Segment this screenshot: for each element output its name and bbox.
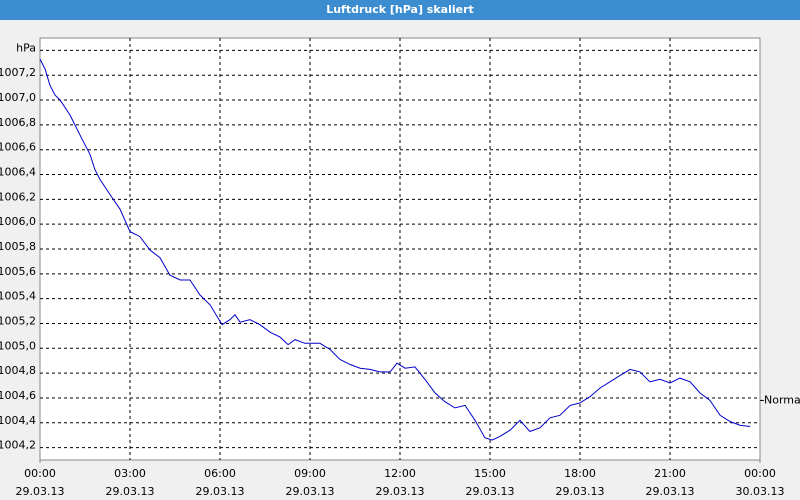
x-tick-label-line: 12:00 [384,467,416,480]
annotation: Normal [764,393,800,406]
y-tick-label: 1006,2 [0,190,36,203]
x-tick-label: 21:00 29.03.13 [646,467,695,498]
y-tick-label: 1004,6 [0,389,36,402]
x-tick-label-line: 09:00 [294,467,326,480]
x-tick-label-line: 30.03.13 [736,485,785,498]
x-tick-label-line: 29.03.13 [376,485,425,498]
data-line [39,58,751,441]
x-tick-label-line: 18:00 [564,467,596,480]
y-tick-label: 1005,6 [0,265,36,278]
x-tick-label-line: 29.03.13 [646,485,695,498]
x-tick-label: 00:00 29.03.13 [16,467,65,498]
y-tick-label: 1004,4 [0,414,36,427]
x-tick-label: 00:00 30.03.13 [736,467,785,498]
x-tick-label-line: 21:00 [654,467,686,480]
x-tick-label-line: 06:00 [204,467,236,480]
x-tick-label: 03:00 29.03.13 [106,467,155,498]
y-tick-label: 1005,4 [0,290,36,303]
x-tick-label-line: 29.03.13 [286,485,335,498]
x-tick-label: 06:00 29.03.13 [196,467,245,498]
x-tick-label-line: 00:00 [744,467,776,480]
x-tick-label-line: 29.03.13 [106,485,155,498]
x-tick-label-line: 00:00 [24,467,56,480]
x-tick-label: 12:00 29.03.13 [376,467,425,498]
y-tick-label: 1006,8 [0,116,36,129]
x-tick-label-line: 29.03.13 [16,485,65,498]
x-tick-label-line: 03:00 [114,467,146,480]
x-tick-label: 15:00 29.03.13 [466,467,515,498]
y-tick-label: 1004,2 [0,439,36,452]
y-tick-label: 1005,2 [0,314,36,327]
y-tick-label: 1006,0 [0,215,36,228]
y-tick-label: 1006,4 [0,166,36,179]
y-tick-label: 1007,2 [0,66,36,79]
x-tick-label: 18:00 29.03.13 [556,467,605,498]
x-tick-label: 09:00 29.03.13 [286,467,335,498]
y-tick-label: 1004,8 [0,364,36,377]
y-tick-label: 1007,0 [0,91,36,104]
title-bar [0,0,800,20]
x-tick-label-line: 15:00 [474,467,506,480]
y-tick-label: hPa [16,41,36,54]
y-tick-label: 1005,0 [0,339,36,352]
chart-title: Luftdruck [hPa] skaliert [326,3,474,16]
x-tick-label-line: 29.03.13 [466,485,515,498]
y-tick-label: 1006,6 [0,141,36,154]
x-tick-label-line: 29.03.13 [556,485,605,498]
y-tick-label: 1005,8 [0,240,36,253]
x-tick-label-line: 29.03.13 [196,485,245,498]
